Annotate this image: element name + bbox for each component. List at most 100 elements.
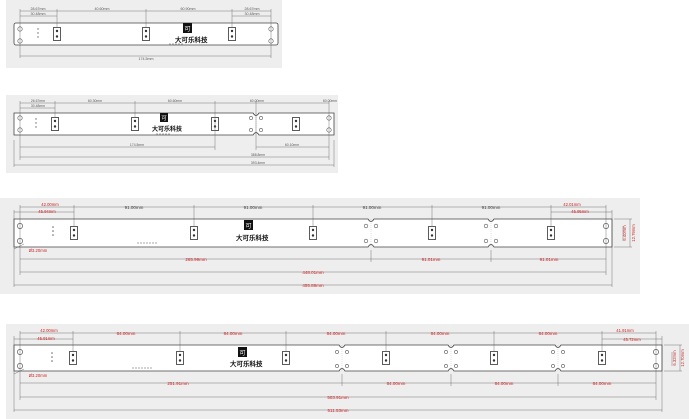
dim-label: 251.91mm (167, 381, 189, 386)
dim-label: 42.00mm (41, 202, 59, 207)
dim-label: 6.40mm (622, 225, 627, 241)
dim-label: 28.67mm (31, 7, 46, 11)
logo-mark-icon (183, 23, 192, 33)
logo-mark-icon (160, 113, 168, 122)
dim-label: 40.60mm (95, 7, 110, 11)
mount-hole (345, 350, 349, 354)
dim-label: 60.60mm (168, 99, 182, 103)
dim-label: 84.00mm (431, 331, 450, 336)
dim-label: 84.00mm (387, 381, 406, 386)
mount-hole (551, 364, 555, 368)
dim-label: 45.94mm (38, 209, 56, 214)
drawing-1: 可 大可乐科技 28.67mm 30.48mm 40.60mm 60.90mm … (13, 7, 279, 61)
dim-label: 60.90mm (181, 7, 196, 11)
led-dots (51, 352, 53, 362)
logo-mark-glyph: 可 (161, 115, 167, 122)
mount-hole (363, 223, 369, 229)
dim-label: 30.48mm (31, 12, 46, 16)
dim-label: Ø3.20mm (29, 373, 48, 378)
dim-label: 45.72mm (623, 337, 641, 342)
mount-hole (335, 350, 339, 354)
mount-hole (259, 116, 263, 120)
dim-label: 84.00mm (224, 331, 243, 336)
dim-label: 511.53mm (328, 408, 349, 413)
dim-label: 28.67mm (245, 7, 260, 11)
dim-label: 60.10mm (285, 143, 299, 147)
dim-label: 6.32mm (672, 350, 677, 366)
led-row (132, 367, 152, 369)
dim-label: 12.70mm (680, 349, 685, 367)
led-row (169, 43, 183, 45)
mount-hole (249, 116, 253, 120)
dim-label: 42.00mm (40, 328, 58, 333)
mount-hole (259, 128, 263, 132)
logo-mark-glyph: 可 (239, 350, 245, 357)
dim-label: 45.95mm (571, 209, 589, 214)
dim-label: 388.8mm (251, 153, 265, 157)
dim-label: 393.4mm (251, 161, 265, 165)
logo-text: 大可乐科技 (175, 35, 208, 44)
dim-label: 30.48mm (245, 12, 260, 16)
mount-hole (249, 128, 253, 132)
mount-hole (444, 350, 448, 354)
led-dots (52, 226, 54, 236)
dim-label: 91.01mm (540, 257, 559, 262)
dim-label: 60.00mm (323, 99, 337, 103)
dim-label: 84.00mm (539, 331, 558, 336)
dim-label: 30.48mm (31, 104, 45, 108)
dim-label: 84.00mm (327, 331, 346, 336)
mount-hole (373, 238, 379, 244)
dim-label: 448.01mm (302, 270, 324, 275)
dim-label: 455.88mm (302, 283, 324, 288)
dim-label: 84.00mm (593, 381, 612, 386)
pcb-board (13, 112, 335, 136)
dim-label: 42.01mm (563, 202, 581, 207)
logo-text: 大可乐科技 (236, 233, 269, 242)
dim-label: 45.91mm (37, 336, 55, 341)
dim-label: 503.91mm (327, 395, 349, 400)
dim-label: 91.01mm (422, 257, 441, 262)
dim-label: 12.79mm (631, 224, 636, 242)
logo-text: 大可乐科技 (230, 359, 263, 368)
dim-label: 174.5mm (139, 57, 154, 61)
mount-hole (483, 223, 489, 229)
dim-label: 174.5mm (130, 143, 144, 147)
led-dots (37, 28, 39, 38)
drawing-2: 可 大可乐科技 26.67mm 30.48mm 60.30mm 60.60mm … (13, 99, 337, 167)
mount-hole (454, 350, 458, 354)
logo-mark-glyph: 可 (245, 223, 251, 230)
dim-label: Ø3.20mm (29, 248, 48, 253)
led-dots (35, 118, 37, 128)
logo-text: 大可乐科技 (152, 125, 183, 133)
mount-hole (345, 364, 349, 368)
led-row (156, 133, 170, 135)
dim-label: 41.91mm (616, 328, 634, 333)
mount-hole (444, 364, 448, 368)
mount-hole (561, 350, 565, 354)
mount-hole (483, 238, 489, 244)
mount-hole (493, 223, 499, 229)
mount-hole (335, 364, 339, 368)
mount-hole (373, 223, 379, 229)
logo-mark-icon (244, 220, 253, 230)
mount-hole (454, 364, 458, 368)
logo-mark-glyph: 可 (184, 26, 190, 33)
led-row (137, 242, 157, 244)
drawing-3: 可 大可乐科技 42.00mm 45.94mm 91.00mm 91.00mm … (13, 202, 636, 288)
dim-label: 60.00mm (250, 99, 264, 103)
logo-mark-icon (238, 347, 247, 357)
mount-hole (493, 238, 499, 244)
dim-label: 60.30mm (88, 99, 102, 103)
drawing-4: 可 大可乐科技 42.00mm 45.91mm 84.00mm 84.00mm … (13, 328, 685, 413)
mount-hole (561, 364, 565, 368)
dim-label: 91.00mm (482, 205, 501, 210)
dim-label: 265.99mm (185, 257, 207, 262)
mount-hole (363, 238, 369, 244)
dim-label: 91.00mm (363, 205, 382, 210)
dim-label: 26.67mm (31, 99, 45, 103)
dim-label: 84.00mm (117, 331, 136, 336)
drawing-panel-4 (6, 324, 689, 419)
dim-label: 91.00mm (125, 205, 144, 210)
dim-label: 91.00mm (244, 205, 263, 210)
